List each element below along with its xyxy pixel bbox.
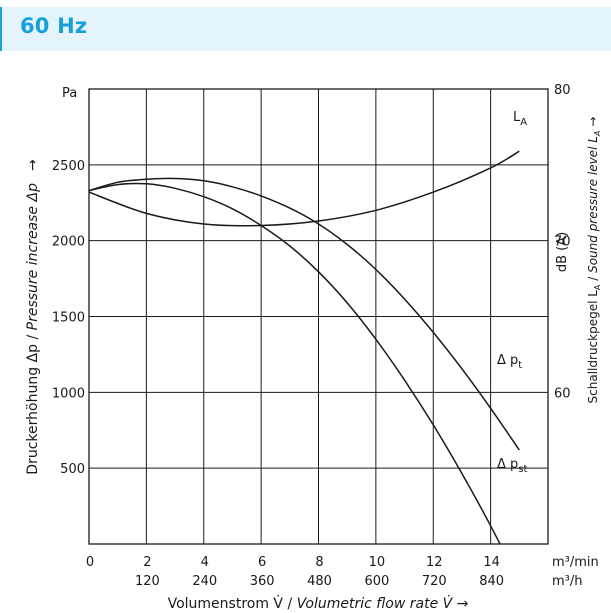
y-axis-label: Druckerhöhung Δp / Pressure increase Δp →	[25, 159, 41, 475]
secondary-y-axis-label-plain: Schalldruckpegel L	[586, 290, 600, 404]
x2-tick-label: 720	[422, 574, 447, 589]
x-tick-label: 14	[483, 555, 500, 570]
plot-frame	[88, 88, 549, 545]
frequency-header: 60 Hz	[0, 7, 611, 51]
x-tick-label: 6	[258, 555, 266, 570]
x-tick-label: 0	[86, 555, 94, 570]
series-line	[89, 177, 520, 451]
series-line	[89, 182, 501, 544]
x-axis-unit-primary: m³/min	[552, 555, 599, 570]
x2-tick-label: 240	[192, 574, 217, 589]
series-line	[89, 150, 520, 227]
y-tick-label: 1000	[52, 386, 85, 401]
y-tick-label: 500	[60, 462, 85, 477]
x-tick-label: 12	[426, 555, 443, 570]
series-label-sub: st	[518, 464, 527, 475]
x2-tick-label: 360	[250, 574, 275, 589]
y2-tick-label: 70	[554, 235, 571, 250]
secondary-y-axis-label-sep: /	[586, 273, 600, 285]
y-axis-label-italic: Pressure increase Δp	[25, 183, 41, 330]
series-label: Δ pt	[497, 353, 522, 371]
x2-tick-label: 840	[479, 574, 504, 589]
x2-tick-label: 480	[307, 574, 332, 589]
secondary-y-axis-label-arrow: →	[586, 117, 600, 127]
x-axis-label-italic: Volumetric flow rate V̇ →	[297, 595, 469, 612]
series-label: Δ pst	[497, 457, 527, 475]
x-axis-label-plain: Volumenstrom V̇ /	[168, 595, 297, 612]
x-axis-label: Volumenstrom V̇ / Volumetric flow rate V…	[168, 595, 469, 612]
x2-tick-label: 600	[364, 574, 389, 589]
series-label: LA	[513, 110, 527, 128]
y2-tick-label: 60	[554, 386, 571, 401]
series-label-main: Δ p	[497, 457, 518, 472]
x-tick-label: 4	[201, 555, 209, 570]
x-tick-label: 2	[143, 555, 151, 570]
secondary-y-axis-label-italic-sub: A	[593, 131, 602, 137]
y-axis-label-arrow: →	[25, 159, 41, 171]
y-axis-label-plain: Druckerhöhung Δp /	[25, 330, 41, 474]
header-title: 60 Hz	[20, 14, 88, 38]
x-tick-label: 8	[315, 555, 323, 570]
y2-tick-label: 80	[554, 83, 571, 98]
secondary-y-axis-label: Schalldruckpegel LA / Sound pressure lev…	[586, 117, 602, 404]
y-tick-label: 2000	[52, 235, 85, 250]
series-label-main: Δ p	[497, 353, 518, 368]
x-axis-unit-secondary: m³/h	[552, 574, 583, 589]
x2-tick-label: 120	[135, 574, 160, 589]
y-axis-unit: Pa	[62, 86, 77, 101]
secondary-y-axis-unit: dB (A)	[555, 232, 570, 272]
x-tick-label: 10	[369, 555, 386, 570]
secondary-y-axis-label-sub: A	[593, 284, 602, 290]
y-tick-label: 2500	[52, 159, 85, 174]
series-label-sub: A	[520, 117, 527, 128]
series-label-main: L	[513, 110, 521, 125]
y-tick-label: 1500	[52, 311, 85, 326]
secondary-y-axis-label-italic: Sound pressure level L	[586, 136, 600, 273]
series-label-sub: t	[518, 360, 522, 371]
